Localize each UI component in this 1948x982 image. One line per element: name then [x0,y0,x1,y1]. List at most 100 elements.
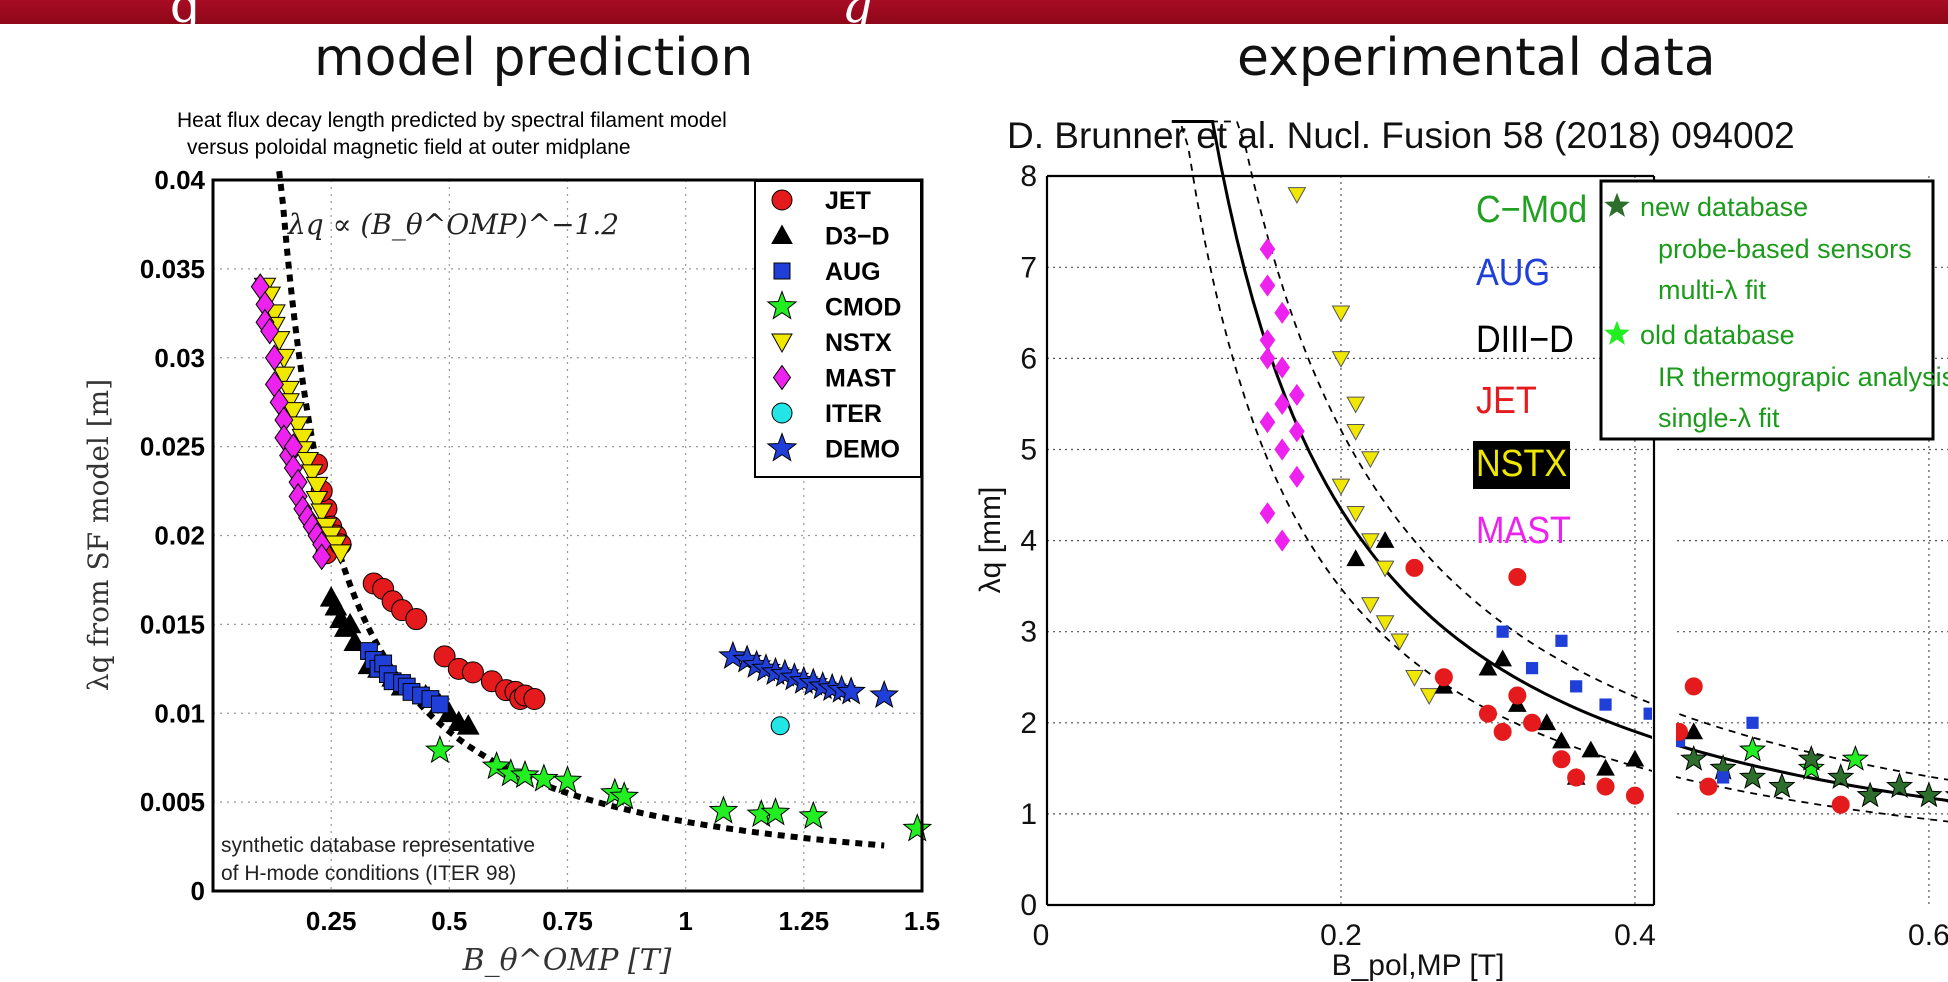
point-cmod [529,763,559,792]
data-points [250,273,933,842]
info-old-line-2: single-λ fit [1658,403,1780,433]
legend-label-iter: ITER [825,400,882,428]
point-jet [433,645,456,668]
x-axis-label: B_pol,MP [T] [1332,949,1505,982]
point-jet [1699,777,1718,796]
plot-frame [211,178,924,893]
point-mast [1259,238,1276,261]
point-diii-d [1596,758,1615,776]
x-axis-label: B_θ^OMP [T] [462,943,672,978]
inset-legend-c-mod: C−Mod [1476,187,1587,230]
legend-marker-aug [773,262,791,280]
point-c-mod-new [1797,744,1825,771]
inset-legend: C−Mod AUG DIII−D JET NSTX MAST [1473,187,1587,551]
point-mast [1289,420,1305,443]
point-d3-d [338,612,362,634]
info-box: new database probe-based sensors multi-λ f… [1599,179,1948,441]
legend-label-aug: AUG [825,258,881,286]
point-jet [1625,786,1644,805]
point-mast [264,344,284,372]
y-tick-label: 0.02 [154,521,205,551]
point-diii-d [1375,531,1395,548]
legend-marker-iter [771,402,793,424]
point-diii-d [1552,731,1571,749]
point-mast [1274,392,1291,416]
title-banner: g q [0,0,1948,34]
point-nstx [286,416,310,437]
point-jet [1552,750,1571,769]
point-d3-d [456,714,480,735]
point-jet [1684,677,1703,696]
legend-marker-d3-d [771,224,793,244]
point-demo [836,676,866,705]
legend-marker-cmod [766,290,798,320]
point-nstx [1346,396,1366,414]
inset-legend-diii-d: DIII−D [1476,317,1574,360]
y-tick-label: 8 [1020,160,1037,193]
point-mast [1259,502,1276,525]
point-cmod [495,758,526,787]
inset-legend-aug: AUG [1476,250,1550,293]
x-tick-label: 0.6 [1908,919,1948,952]
point-nstx [305,476,329,498]
legend-marker-jet [771,189,793,211]
y-tick-label: 0.01 [154,698,205,728]
info-new-database: new database [1640,192,1808,222]
fit-band-lower [1171,120,1948,823]
point-mast [1274,356,1291,379]
point-jet [1434,668,1453,687]
info-new-line-1: probe-based sensors [1658,234,1912,264]
point-aug [1599,698,1612,711]
point-c-mod-new [1856,781,1884,808]
point-c-mod-old [1841,744,1869,771]
legend-label-mast: MAST [825,365,896,393]
point-jet [405,608,428,631]
y-tick-label: 6 [1020,342,1037,375]
y-axis-label: λq [mm] [974,487,1007,594]
point-mast [1274,301,1291,324]
chart-subtitle: versus poloidal magnetic field at outer … [187,136,631,159]
y-tick-label: 0.025 [140,432,205,462]
point-jet [1493,722,1512,741]
fit-line [276,170,885,849]
point-nstx [1346,505,1366,523]
banner-fragment-left: g [170,0,201,34]
point-diii-d [1625,749,1645,767]
point-jet [1567,768,1586,787]
fit-curves [1171,120,1948,823]
point-mast [1274,529,1291,552]
legend: JET D3−D AUG CMOD NSTX MAST ITER DEMO [754,180,922,478]
x-tick-label: 0 [1033,919,1050,952]
info-old-line-1: IR thermograpic analysis [1658,362,1948,392]
heading-experimental-data: experimental data [1237,28,1716,88]
point-nstx [1390,633,1410,651]
info-new-line-2: multi-λ fit [1658,275,1766,305]
point-jet [1478,704,1497,723]
x-tick-label: 0.75 [542,906,593,936]
heading-model-prediction: model prediction [314,28,754,88]
y-tick-label: 0 [1020,889,1037,922]
legend-label-nstx: NSTX [825,329,892,357]
point-nstx [282,402,305,423]
y-tick-label: 0 [191,876,205,906]
point-mast [1259,411,1276,434]
point-mast [260,317,280,345]
old-database-star-icon [1604,320,1630,345]
point-iter [770,716,790,736]
y-tick-label: 0.03 [154,343,205,373]
banner-fragment-right: q [842,0,873,34]
point-demo [718,640,748,669]
inset-legend-jet: JET [1476,378,1537,421]
legend-marker-nstx [771,333,793,354]
point-nstx [1331,351,1351,368]
point-aug [430,695,449,714]
y-tick-label: 5 [1020,434,1037,467]
x-tick-label: 0.5 [431,906,467,936]
point-nstx [277,380,300,402]
x-tick-label: 0.25 [306,906,357,936]
point-jet [1508,568,1527,587]
point-nstx [296,451,319,473]
point-jet [1508,686,1527,705]
point-mast [1274,438,1291,461]
